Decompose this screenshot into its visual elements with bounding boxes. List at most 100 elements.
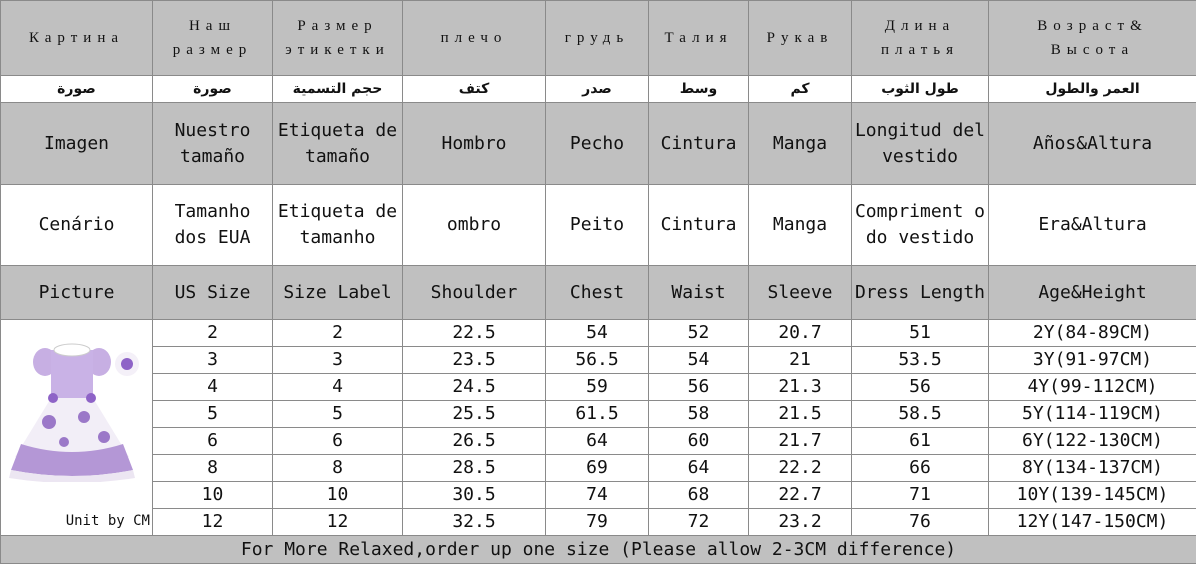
header-pt-0: Cenário	[1, 185, 153, 266]
cell: 2Y(84-89CM)	[989, 320, 1196, 347]
cell: 8	[273, 455, 403, 482]
header-ru-2: Размер этикетки	[273, 1, 403, 76]
cell: 5Y(114-119CM)	[989, 401, 1196, 428]
header-en-4: Chest	[546, 266, 649, 320]
cell: 25.5	[403, 401, 546, 428]
cell: 20.7	[749, 320, 852, 347]
cell: 60	[649, 428, 749, 455]
product-picture-cell: Unit by CM	[1, 320, 153, 536]
cell: 10Y(139-145CM)	[989, 482, 1196, 509]
cell: 12Y(147-150CM)	[989, 509, 1196, 536]
cell: 51	[852, 320, 989, 347]
header-en-1: US Size	[153, 266, 273, 320]
cell: 69	[546, 455, 649, 482]
header-ar-6: كم	[749, 76, 852, 103]
cell: 71	[852, 482, 989, 509]
cell: 72	[649, 509, 749, 536]
cell: 30.5	[403, 482, 546, 509]
cell: 3Y(91-97CM)	[989, 347, 1196, 374]
footer-note: For More Relaxed,order up one size (Plea…	[1, 536, 1196, 564]
header-pt-8: Era&Altura	[989, 185, 1196, 266]
header-ru-8: Возраст& Высота	[989, 1, 1196, 76]
header-pt-5: Cintura	[649, 185, 749, 266]
header-ar-5: وسط	[649, 76, 749, 103]
header-ru-1: Наш размер	[153, 1, 273, 76]
header-en-2: Size Label	[273, 266, 403, 320]
cell: 3	[153, 347, 273, 374]
header-es-7: Longitud del vestido	[852, 103, 989, 185]
header-ru-0: Картина	[1, 1, 153, 76]
header-pt-4: Peito	[546, 185, 649, 266]
cell: 12	[273, 509, 403, 536]
header-pt-2: Etiqueta de tamanho	[273, 185, 403, 266]
header-en-0: Picture	[1, 266, 153, 320]
cell: 3	[273, 347, 403, 374]
header-pt-1: Tamanho dos EUA	[153, 185, 273, 266]
cell: 53.5	[852, 347, 989, 374]
cell: 10	[273, 482, 403, 509]
cell: 26.5	[403, 428, 546, 455]
cell: 66	[852, 455, 989, 482]
header-es-0: Imagen	[1, 103, 153, 185]
cell: 56.5	[546, 347, 649, 374]
header-en-6: Sleeve	[749, 266, 852, 320]
header-en-7: Dress Length	[852, 266, 989, 320]
cell: 8Y(134-137CM)	[989, 455, 1196, 482]
cell: 23.5	[403, 347, 546, 374]
cell: 59	[546, 374, 649, 401]
header-ar-0: صورة	[1, 76, 153, 103]
cell: 28.5	[403, 455, 546, 482]
cell: 22.7	[749, 482, 852, 509]
cell: 8	[153, 455, 273, 482]
header-es-8: Años&Altura	[989, 103, 1196, 185]
cell: 58.5	[852, 401, 989, 428]
cell: 22.2	[749, 455, 852, 482]
cell: 52	[649, 320, 749, 347]
header-en-8: Age&Height	[989, 266, 1196, 320]
cell: 61	[852, 428, 989, 455]
header-ru-3: плечо	[403, 1, 546, 76]
cell: 54	[649, 347, 749, 374]
cell: 2	[153, 320, 273, 347]
cell: 21	[749, 347, 852, 374]
header-ar-8: العمر والطول	[989, 76, 1196, 103]
header-ar-4: صدر	[546, 76, 649, 103]
header-ar-2: حجم التسمية	[273, 76, 403, 103]
cell: 54	[546, 320, 649, 347]
cell: 74	[546, 482, 649, 509]
header-en-3: Shoulder	[403, 266, 546, 320]
header-ru-7: Длина платья	[852, 1, 989, 76]
cell: 12	[153, 509, 273, 536]
cell: 6	[153, 428, 273, 455]
header-en-5: Waist	[649, 266, 749, 320]
cell: 21.5	[749, 401, 852, 428]
header-es-2: Etiqueta de tamaño	[273, 103, 403, 185]
header-pt-7: Compriment o do vestido	[852, 185, 989, 266]
header-ar-1: صورة	[153, 76, 273, 103]
header-ru-5: Талия	[649, 1, 749, 76]
cell: 32.5	[403, 509, 546, 536]
cell: 21.7	[749, 428, 852, 455]
cell: 4	[273, 374, 403, 401]
cell: 5	[273, 401, 403, 428]
cell: 22.5	[403, 320, 546, 347]
cell: 6Y(122-130CM)	[989, 428, 1196, 455]
cell: 68	[649, 482, 749, 509]
header-es-5: Cintura	[649, 103, 749, 185]
dress-image	[9, 332, 147, 482]
cell: 5	[153, 401, 273, 428]
header-es-1: Nuestro tamaño	[153, 103, 273, 185]
cell: 23.2	[749, 509, 852, 536]
cell: 61.5	[546, 401, 649, 428]
cell: 2	[273, 320, 403, 347]
